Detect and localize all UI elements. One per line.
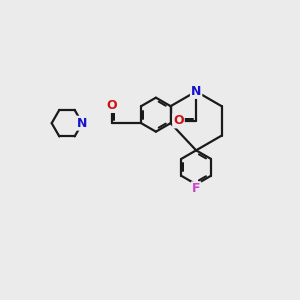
Text: O: O [106, 99, 117, 112]
Text: O: O [173, 114, 184, 128]
Text: N: N [191, 85, 201, 98]
Text: N: N [77, 117, 88, 130]
Text: F: F [192, 182, 200, 195]
